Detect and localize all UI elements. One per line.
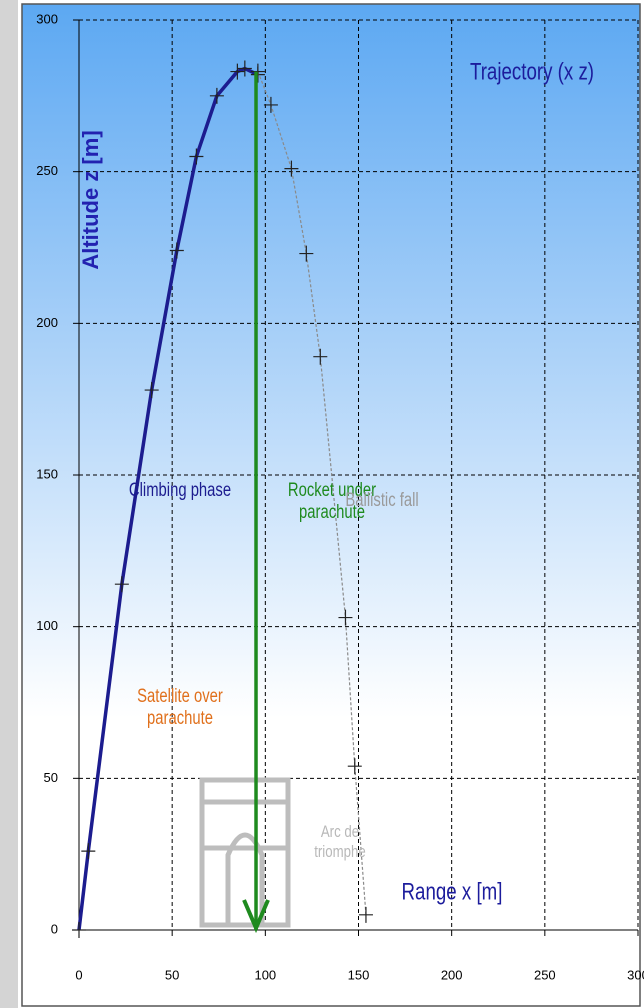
x-tick-label: 0 xyxy=(75,967,82,982)
satellite-label: Satellite over parachute xyxy=(118,686,243,730)
x-tick-label: 300 xyxy=(627,967,644,982)
y-tick-label: 250 xyxy=(36,163,58,178)
y-tick-label: 150 xyxy=(36,466,58,481)
y-tick-label: 200 xyxy=(36,315,58,330)
y-tick-label: 50 xyxy=(44,770,58,785)
x-axis-label: Range x [m] xyxy=(402,878,503,905)
ballistic-label: Ballistic fall xyxy=(345,490,454,512)
x-tick-label: 100 xyxy=(254,967,276,982)
y-tick-label: 0 xyxy=(51,921,58,936)
x-tick-label: 200 xyxy=(441,967,463,982)
y-tick-label: 300 xyxy=(36,11,58,26)
x-tick-label: 50 xyxy=(165,967,179,982)
side-strip xyxy=(0,0,18,1008)
chart-title: Trajectory (x z) xyxy=(470,58,594,85)
y-axis-label: Altitude z [m] xyxy=(78,130,103,269)
arc-label: Arc de triomphe xyxy=(301,822,379,862)
y-tick-label: 100 xyxy=(36,618,58,633)
x-tick-label: 250 xyxy=(534,967,556,982)
page: {"chart_data": { "type": "line", "title"… xyxy=(0,0,644,1008)
x-tick-label: 150 xyxy=(348,967,370,982)
climbing-label: Climbing phase xyxy=(125,480,234,502)
